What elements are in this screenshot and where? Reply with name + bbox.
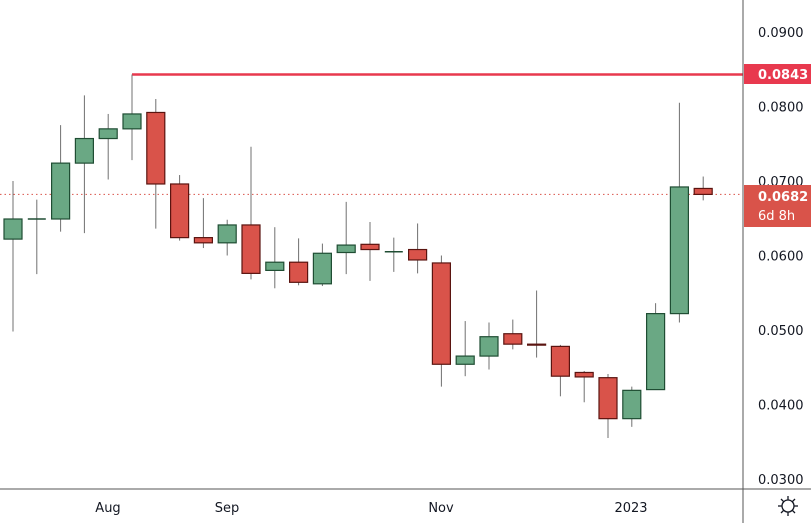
candle <box>550 344 571 397</box>
last-price-badge: 0.0682 6d 8h <box>744 185 811 227</box>
candles-layer <box>3 74 713 439</box>
price-tick-label: 0.0900 <box>758 26 804 41</box>
candle <box>170 175 190 241</box>
candle <box>693 176 713 201</box>
time-tick-label: Nov <box>428 501 454 516</box>
candle <box>336 201 356 275</box>
time-tick-label: Aug <box>95 501 120 516</box>
candle <box>622 386 642 427</box>
candle <box>289 238 309 286</box>
candle <box>312 243 332 287</box>
candle <box>360 221 380 281</box>
candle <box>98 113 118 180</box>
gear-icon[interactable] <box>778 496 798 516</box>
candle <box>27 199 46 275</box>
candle <box>408 223 428 274</box>
candle <box>645 303 666 391</box>
price-tick-label: 0.0600 <box>758 250 804 265</box>
candle <box>574 370 594 403</box>
candle <box>146 99 166 229</box>
candle <box>384 237 403 272</box>
candle <box>503 319 523 350</box>
candle <box>479 322 499 370</box>
candle <box>217 219 237 256</box>
time-axis[interactable]: Aug Sep Nov 2023 <box>95 501 647 516</box>
candle <box>431 255 451 387</box>
candle <box>3 181 23 332</box>
price-tick-label: 0.0800 <box>758 101 804 116</box>
hline-price-label: 0.0843 <box>758 68 808 83</box>
candle <box>455 321 475 377</box>
candle <box>241 146 261 280</box>
last-price-label: 0.0682 <box>758 190 808 205</box>
candle <box>265 227 285 289</box>
time-tick-label: 2023 <box>614 501 647 516</box>
candle <box>598 373 618 439</box>
candle <box>193 198 213 249</box>
countdown-label: 6d 8h <box>758 209 795 224</box>
candle <box>526 290 547 358</box>
price-tick-label: 0.0300 <box>758 473 804 488</box>
price-axis[interactable]: 0.09000.08000.07000.06000.05000.04000.03… <box>758 26 804 488</box>
time-tick-label: Sep <box>215 501 240 516</box>
candle <box>122 74 142 161</box>
candle <box>74 95 95 234</box>
price-tick-label: 0.0500 <box>758 324 804 339</box>
candle <box>669 102 690 323</box>
price-tick-label: 0.0400 <box>758 399 804 414</box>
hline-price-badge: 0.0843 <box>744 64 811 84</box>
candle <box>50 125 71 232</box>
